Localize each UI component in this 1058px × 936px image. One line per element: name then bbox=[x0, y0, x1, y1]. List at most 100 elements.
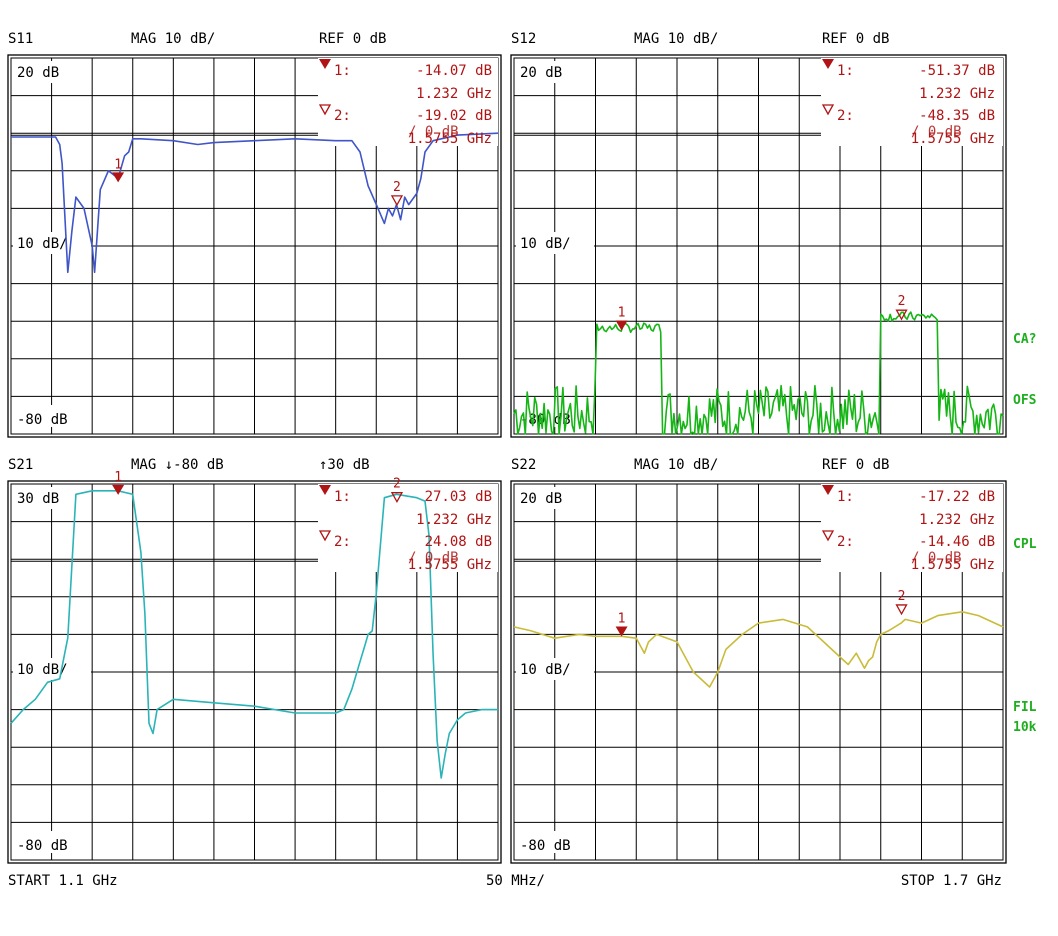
param-label: S11 bbox=[8, 31, 33, 47]
marker-value: -19.02 dB bbox=[416, 108, 492, 124]
side-label: FIL bbox=[1013, 700, 1037, 715]
side-label: CA? bbox=[1013, 332, 1036, 347]
scale-label: 10 dB/ bbox=[520, 662, 571, 678]
scale-label: 10 dB/ bbox=[17, 662, 68, 678]
format-label: MAG 10 dB/ bbox=[131, 31, 215, 47]
ref-label: REF 0 dB bbox=[319, 31, 386, 47]
panel-s21: S21 MAG ↓-80 dB ↑30 dB 30 dB 10 dB/ -80 dB 1: 2… bbox=[7, 457, 502, 864]
top-level-label: 20 dB bbox=[520, 491, 562, 507]
top-label-bg bbox=[13, 487, 73, 509]
marker-frequency: 1.232 GHz bbox=[416, 512, 492, 528]
trace-marker-number: 2 bbox=[898, 294, 906, 309]
marker-value: 24.08 dB bbox=[425, 534, 492, 550]
marker-frequency: 1.5755 GHz bbox=[408, 557, 492, 573]
trace-marker-inactive-icon bbox=[390, 195, 404, 207]
marker-label: 2: bbox=[837, 108, 854, 124]
marker-active-icon bbox=[822, 59, 834, 69]
marker-value: -14.46 dB bbox=[919, 534, 995, 550]
mid-label-bg bbox=[516, 232, 594, 254]
ref-label: REF 0 dB bbox=[822, 457, 889, 473]
side-label: CPL bbox=[1013, 537, 1037, 552]
trace-marker-active-icon bbox=[112, 172, 125, 183]
mid-label-bg bbox=[13, 658, 91, 680]
stop-frequency: STOP 1.7 GHz bbox=[901, 873, 1002, 889]
top-label-bg bbox=[516, 487, 576, 509]
marker-frequency: 1.232 GHz bbox=[919, 512, 995, 528]
bottom-label-bg bbox=[516, 831, 594, 853]
marker-value: -48.35 dB bbox=[919, 108, 995, 124]
marker-value: -51.37 dB bbox=[919, 63, 995, 79]
marker-readout-bg bbox=[821, 58, 1003, 146]
trace-s21 bbox=[10, 490, 498, 779]
top-level-label: 20 dB bbox=[520, 65, 562, 81]
param-label: S21 bbox=[8, 457, 33, 473]
bottom-label-bg bbox=[13, 831, 91, 853]
format-label: MAG 10 dB/ bbox=[634, 31, 718, 47]
side-label: OFS bbox=[1013, 393, 1037, 408]
ghost-reference-label: / 0 dB bbox=[408, 124, 459, 140]
bottom-level-label: -80 dB bbox=[520, 838, 571, 854]
trace-marker-number: 1 bbox=[114, 157, 122, 172]
marker-label: 2: bbox=[334, 534, 351, 550]
panel-s11: S11 MAG 10 dB/REF 0 dB 20 dB 10 dB/ -80 dB 1:… bbox=[7, 31, 502, 438]
top-label-bg bbox=[13, 61, 73, 83]
trace-marker-number: 1 bbox=[618, 612, 626, 627]
bottom-level-label: -80 dB bbox=[17, 412, 68, 428]
marker-label: 2: bbox=[837, 534, 854, 550]
mid-label-bg bbox=[516, 658, 594, 680]
start-frequency: START 1.1 GHz bbox=[8, 873, 118, 889]
frame-outer bbox=[7, 54, 502, 438]
marker-inactive-icon bbox=[821, 530, 835, 542]
marker-readout-bg bbox=[318, 484, 498, 572]
format-label: MAG 10 dB/ bbox=[634, 457, 718, 473]
marker-readout-bg bbox=[318, 58, 498, 146]
marker-value: 27.03 dB bbox=[425, 489, 492, 505]
marker-value: -14.07 dB bbox=[416, 63, 492, 79]
trace-marker-number: 1 bbox=[114, 470, 122, 485]
frame-outer bbox=[510, 54, 1007, 438]
trace-marker-active-icon bbox=[615, 626, 628, 637]
marker-frequency: 1.232 GHz bbox=[416, 86, 492, 102]
top-level-label: 30 dB bbox=[17, 491, 59, 507]
marker-label: 1: bbox=[334, 489, 351, 505]
scale-label: 10 dB/ bbox=[520, 236, 571, 252]
trace-marker-active-icon bbox=[615, 320, 628, 331]
bottom-label-bg bbox=[13, 405, 91, 427]
marker-inactive-icon bbox=[821, 104, 835, 116]
ref-label: ↑30 dB bbox=[319, 457, 370, 473]
format-label: MAG ↓-80 dB bbox=[131, 457, 224, 473]
marker-label: 1: bbox=[837, 489, 854, 505]
marker-active-icon bbox=[319, 59, 331, 69]
ghost-reference-label: / 0 dB bbox=[911, 550, 962, 566]
scale-label: 10 dB/ bbox=[17, 236, 68, 252]
trace-marker-number: 2 bbox=[898, 589, 906, 604]
bottom-level-label: -80 dB bbox=[17, 838, 68, 854]
marker-label: 2: bbox=[334, 108, 351, 124]
marker-label: 1: bbox=[837, 63, 854, 79]
marker-frequency: 1.5755 GHz bbox=[408, 131, 492, 147]
marker-label: 1: bbox=[334, 63, 351, 79]
param-label: S22 bbox=[511, 457, 536, 473]
marker-active-icon bbox=[822, 485, 834, 495]
frame-outer bbox=[7, 480, 502, 864]
ghost-reference-label: / 0 dB bbox=[408, 550, 459, 566]
param-label: S12 bbox=[511, 31, 536, 47]
trace-marker-number: 2 bbox=[393, 180, 401, 195]
marker-frequency: 1.5755 GHz bbox=[911, 557, 995, 573]
ref-label: REF 0 dB bbox=[822, 31, 889, 47]
marker-readout-bg bbox=[821, 484, 1003, 572]
trace-marker-inactive-icon bbox=[895, 309, 908, 321]
trace-marker-inactive-icon bbox=[390, 492, 404, 504]
span-per-division: 50 MHz/ bbox=[486, 873, 545, 889]
marker-active-icon bbox=[319, 485, 331, 495]
frame-outer bbox=[510, 480, 1007, 864]
trace-marker-number: 2 bbox=[393, 477, 401, 492]
panel-s22: S22 MAG 10 dB/REF 0 dB 20 dB 10 dB/ -80 dB 1:… bbox=[510, 457, 1007, 864]
trace-s12 bbox=[513, 311, 1004, 435]
ghost-reference-label: / 0 dB bbox=[911, 124, 962, 140]
trace-s11 bbox=[11, 132, 499, 274]
top-label-bg bbox=[516, 61, 576, 83]
trace-marker-inactive-icon bbox=[895, 604, 908, 616]
